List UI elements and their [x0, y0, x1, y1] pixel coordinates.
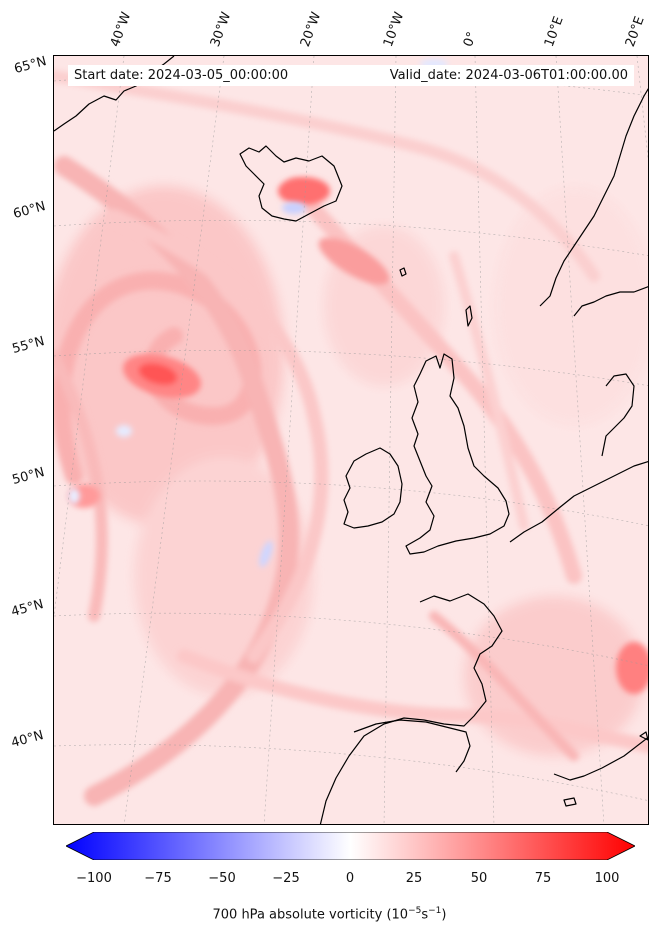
lon-label-20w: 20°W — [297, 10, 325, 49]
colorbar-tick: 75 — [534, 871, 552, 886]
colorbar-label: 700 hPa absolute vorticity (10−5s−1) — [212, 906, 447, 923]
colorbar-tick: −75 — [144, 871, 172, 886]
colorbar-tick: −100 — [76, 871, 112, 886]
lon-label-10w: 10°W — [380, 10, 408, 49]
colorbar-tick: 100 — [594, 871, 620, 886]
start-date-label: Start date: 2024-03-05_00:00:00 — [74, 68, 289, 83]
vorticity-field — [54, 56, 648, 824]
lon-label-0: 0° — [460, 29, 481, 49]
colorbar-tick: −25 — [272, 871, 300, 886]
lat-label-40n: 40°N — [9, 728, 46, 751]
colorbar-gradient — [65, 831, 636, 861]
valid-date-label: Valid_date: 2024-03-06T01:00:00.00 — [389, 68, 628, 83]
colorbar — [65, 831, 636, 861]
lon-label-20e: 20°E — [622, 14, 648, 50]
lat-label-65n: 65°N — [12, 54, 49, 77]
info-bar: Start date: 2024-03-05_00:00:00 Valid_da… — [68, 65, 634, 86]
lon-label-30w: 30°W — [207, 10, 235, 49]
map-panel: Start date: 2024-03-05_00:00:00 Valid_da… — [53, 55, 649, 825]
lon-label-40w: 40°W — [107, 10, 135, 49]
colorbar-tick: 25 — [405, 871, 423, 886]
colorbar-tick: 0 — [345, 871, 355, 886]
colorbar-tick: −50 — [208, 871, 236, 886]
lat-label-60n: 60°N — [11, 199, 48, 222]
lat-label-55n: 55°N — [10, 334, 47, 357]
lat-label-50n: 50°N — [10, 465, 47, 488]
lon-label-10e: 10°E — [541, 14, 567, 50]
colorbar-tick: 50 — [470, 871, 488, 886]
lat-label-45n: 45°N — [9, 597, 46, 620]
